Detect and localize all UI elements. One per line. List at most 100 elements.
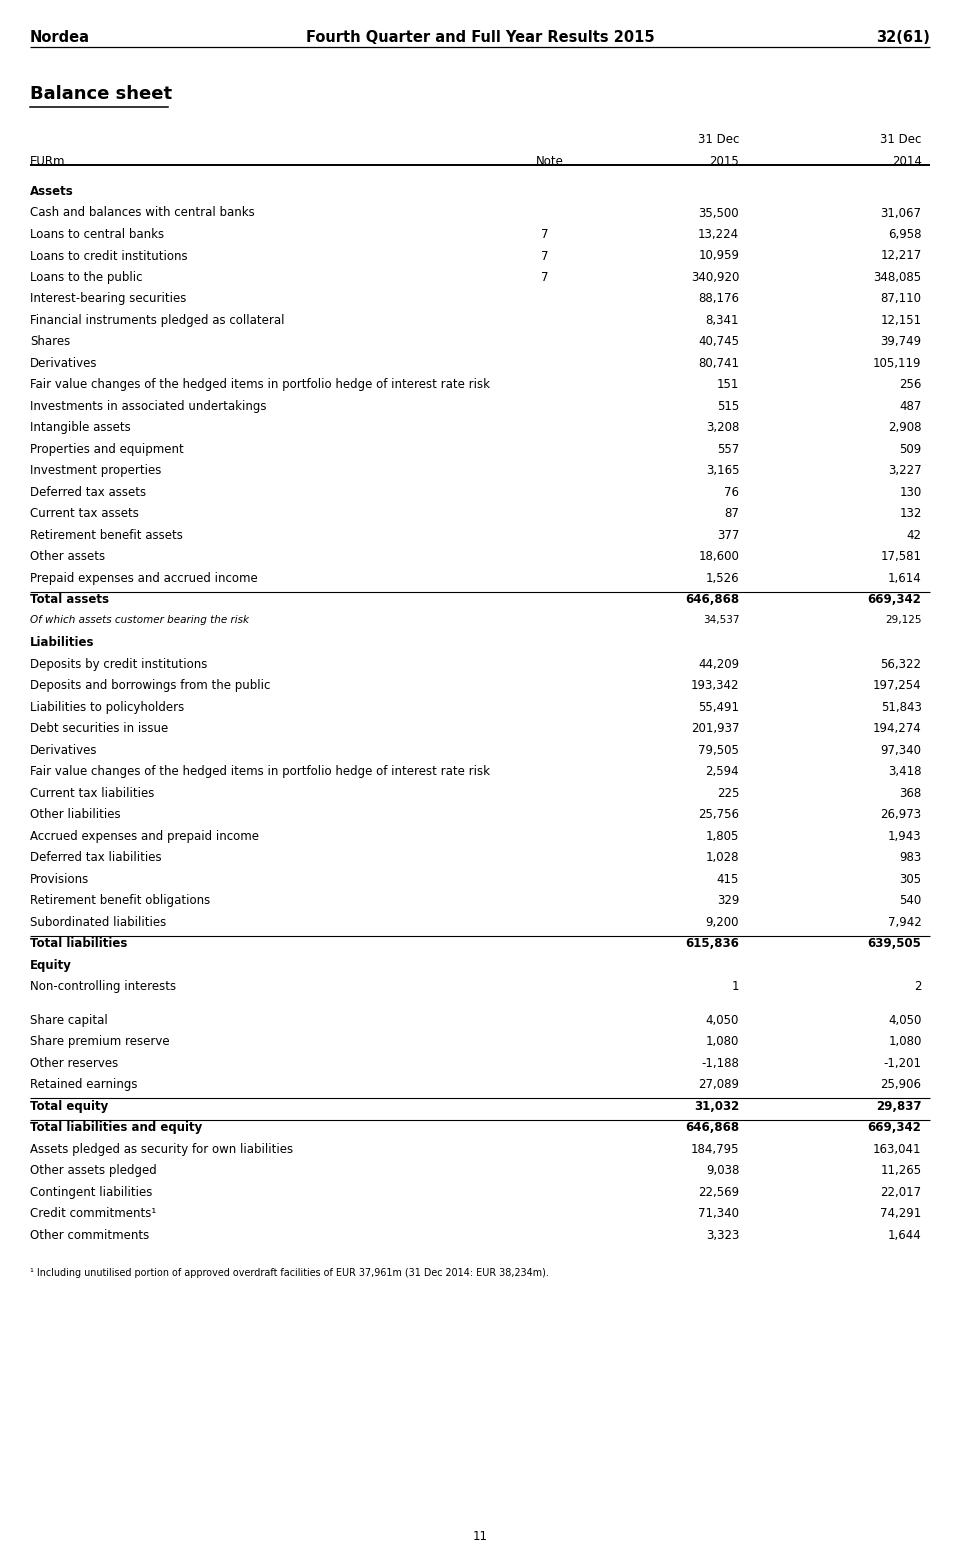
Text: 151: 151 [717,379,739,391]
Text: 329: 329 [717,895,739,908]
Text: Total liabilities: Total liabilities [30,937,128,950]
Text: Credit commitments¹: Credit commitments¹ [30,1207,156,1221]
Text: Deferred tax assets: Deferred tax assets [30,487,146,499]
Text: 31,032: 31,032 [694,1100,739,1113]
Text: 669,342: 669,342 [868,1122,922,1135]
Text: Other assets pledged: Other assets pledged [30,1164,156,1177]
Text: Provisions: Provisions [30,873,89,886]
Text: 1,028: 1,028 [706,851,739,864]
Text: Deferred tax liabilities: Deferred tax liabilities [30,851,161,864]
Text: 2: 2 [914,981,922,994]
Text: 76: 76 [724,487,739,499]
Text: 615,836: 615,836 [685,937,739,950]
Text: 646,868: 646,868 [685,1122,739,1135]
Text: Other liabilities: Other liabilities [30,809,121,822]
Text: 2015: 2015 [709,155,739,167]
Text: Balance sheet: Balance sheet [30,85,172,103]
Text: 4,050: 4,050 [706,1014,739,1027]
Text: Share premium reserve: Share premium reserve [30,1036,170,1049]
Text: 3,208: 3,208 [706,421,739,435]
Text: Fourth Quarter and Full Year Results 2015: Fourth Quarter and Full Year Results 201… [305,30,655,45]
Text: 9,200: 9,200 [706,916,739,930]
Text: 340,920: 340,920 [691,271,739,283]
Text: 105,119: 105,119 [873,357,922,369]
Text: 56,322: 56,322 [880,657,922,671]
Text: Fair value changes of the hedged items in portfolio hedge of interest rate risk: Fair value changes of the hedged items i… [30,379,490,391]
Text: 97,340: 97,340 [880,743,922,757]
Text: 42: 42 [906,529,922,541]
Text: 18,600: 18,600 [698,551,739,563]
Text: Deposits by credit institutions: Deposits by credit institutions [30,657,207,671]
Text: 79,505: 79,505 [698,743,739,757]
Text: 13,224: 13,224 [698,228,739,241]
Text: Fair value changes of the hedged items in portfolio hedge of interest rate risk: Fair value changes of the hedged items i… [30,765,490,778]
Text: 12,217: 12,217 [880,249,922,263]
Text: 256: 256 [900,379,922,391]
Text: Derivatives: Derivatives [30,357,98,369]
Text: 40,745: 40,745 [698,335,739,349]
Text: 32(61): 32(61) [876,30,930,45]
Text: 163,041: 163,041 [873,1142,922,1157]
Text: 44,209: 44,209 [698,657,739,671]
Text: Liabilities: Liabilities [30,637,94,649]
Text: Retirement benefit assets: Retirement benefit assets [30,529,182,541]
Text: 3,323: 3,323 [706,1229,739,1241]
Text: 2014: 2014 [892,155,922,167]
Text: 11: 11 [472,1531,488,1543]
Text: ¹ Including unutilised portion of approved overdraft facilities of EUR 37,961m (: ¹ Including unutilised portion of approv… [30,1268,549,1279]
Text: Retained earnings: Retained earnings [30,1078,137,1091]
Text: 71,340: 71,340 [698,1207,739,1221]
Text: Debt securities in issue: Debt securities in issue [30,723,168,736]
Text: Properties and equipment: Properties and equipment [30,443,183,455]
Text: 7,942: 7,942 [888,916,922,930]
Text: Retirement benefit obligations: Retirement benefit obligations [30,895,210,908]
Text: 8,341: 8,341 [706,315,739,327]
Text: 184,795: 184,795 [690,1142,739,1157]
Text: Other assets: Other assets [30,551,106,563]
Text: 29,125: 29,125 [885,615,922,624]
Text: 39,749: 39,749 [880,335,922,349]
Text: 194,274: 194,274 [873,723,922,736]
Text: 17,581: 17,581 [880,551,922,563]
Text: 1,080: 1,080 [888,1036,922,1049]
Text: Total equity: Total equity [30,1100,108,1113]
Text: Intangible assets: Intangible assets [30,421,131,435]
Text: 540: 540 [900,895,922,908]
Text: Contingent liabilities: Contingent liabilities [30,1186,153,1199]
Text: 7: 7 [540,249,548,263]
Text: 25,756: 25,756 [698,809,739,822]
Text: 368: 368 [900,787,922,800]
Text: Of which assets customer bearing the risk: Of which assets customer bearing the ris… [30,615,249,624]
Text: Total liabilities and equity: Total liabilities and equity [30,1122,203,1135]
Text: Assets: Assets [30,185,74,199]
Text: 669,342: 669,342 [868,593,922,607]
Text: Interest-bearing securities: Interest-bearing securities [30,293,186,305]
Text: Subordinated liabilities: Subordinated liabilities [30,916,166,930]
Text: 25,906: 25,906 [880,1078,922,1091]
Text: 1,614: 1,614 [888,571,922,585]
Text: Current tax liabilities: Current tax liabilities [30,787,155,800]
Text: 87: 87 [725,507,739,521]
Text: Deposits and borrowings from the public: Deposits and borrowings from the public [30,679,271,692]
Text: Cash and balances with central banks: Cash and balances with central banks [30,207,254,219]
Text: 29,837: 29,837 [876,1100,922,1113]
Text: 22,017: 22,017 [880,1186,922,1199]
Text: 6,958: 6,958 [888,228,922,241]
Text: Investment properties: Investment properties [30,465,161,477]
Text: 10,959: 10,959 [698,249,739,263]
Text: 1,080: 1,080 [706,1036,739,1049]
Text: 1,526: 1,526 [706,571,739,585]
Text: Loans to credit institutions: Loans to credit institutions [30,249,187,263]
Text: Loans to central banks: Loans to central banks [30,228,164,241]
Text: 3,165: 3,165 [706,465,739,477]
Text: 31 Dec: 31 Dec [880,133,922,146]
Text: 2,908: 2,908 [888,421,922,435]
Text: Nordea: Nordea [30,30,90,45]
Text: 305: 305 [900,873,922,886]
Text: 87,110: 87,110 [880,293,922,305]
Text: 1,644: 1,644 [888,1229,922,1241]
Text: 34,537: 34,537 [703,615,739,624]
Text: Non-controlling interests: Non-controlling interests [30,981,176,994]
Text: Financial instruments pledged as collateral: Financial instruments pledged as collate… [30,315,284,327]
Text: 9,038: 9,038 [706,1164,739,1177]
